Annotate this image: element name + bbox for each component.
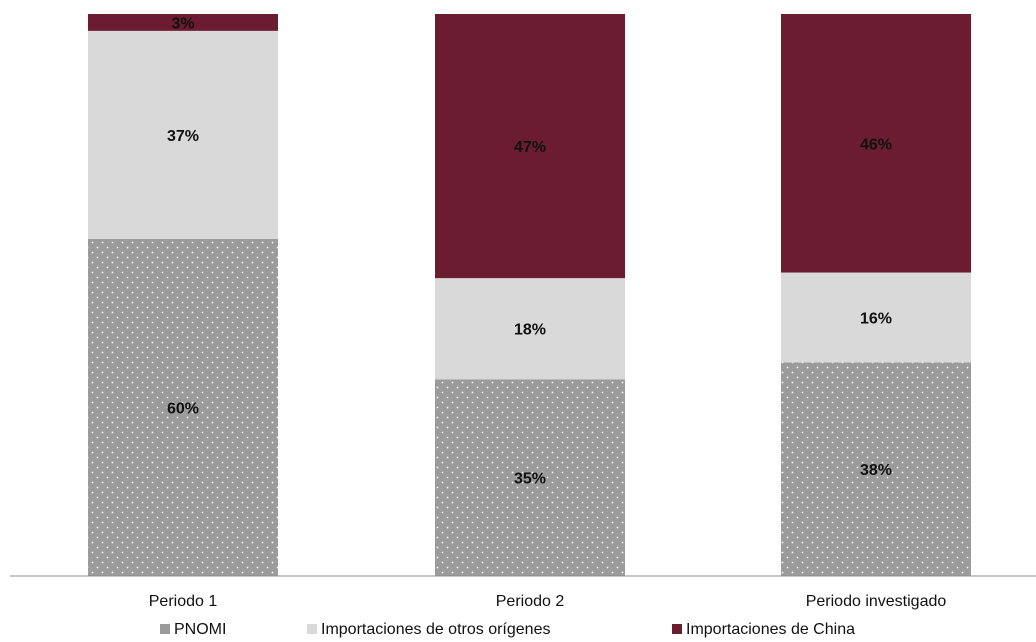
data-label: 3% — [171, 15, 194, 32]
legend-item: Importaciones de otros orígenes — [307, 621, 550, 638]
data-label: 47% — [514, 139, 546, 156]
legend-item: PNOMI — [160, 621, 226, 638]
data-label: 38% — [860, 462, 892, 479]
data-label: 16% — [860, 310, 892, 327]
legend-swatch — [672, 624, 682, 634]
bar-segment-pnomi — [781, 362, 971, 576]
bars-layer — [88, 14, 971, 577]
bar-segment-otros-origenes — [88, 30, 278, 239]
bar-segment-otros-origenes — [781, 272, 971, 363]
data-label: 37% — [167, 128, 199, 145]
legend: PNOMI Importaciones de otros orígenes Impo… — [160, 621, 855, 638]
bar-segment-otros-origenes — [435, 278, 625, 380]
segment-labels-layer: 60% 37% 3% 35% 18% 47% 38% 16% 46% — [167, 15, 892, 487]
bar-segment-pnomi — [88, 238, 278, 577]
legend-label: PNOMI — [174, 621, 226, 638]
legend-swatch — [160, 624, 170, 634]
legend-label: Importaciones de otros orígenes — [321, 621, 550, 638]
legend-item: Importaciones de China — [672, 621, 855, 638]
data-label: 35% — [514, 471, 546, 488]
legend-label: Importaciones de China — [686, 621, 855, 638]
x-tick-label: Periodo 2 — [496, 593, 565, 610]
bar-segment-china — [88, 14, 278, 31]
bar-segment-china — [435, 14, 625, 279]
x-tick-labels: Periodo 1 Periodo 2 Periodo investigado — [149, 593, 947, 610]
bar-segment-pnomi — [435, 379, 625, 576]
x-tick-label: Periodo investigado — [806, 593, 947, 610]
bar-segment-china — [781, 14, 971, 273]
data-label: 18% — [514, 322, 546, 339]
data-label: 46% — [860, 136, 892, 153]
x-tick-label: Periodo 1 — [149, 593, 218, 610]
data-label: 60% — [167, 400, 199, 417]
legend-swatch — [307, 624, 317, 634]
